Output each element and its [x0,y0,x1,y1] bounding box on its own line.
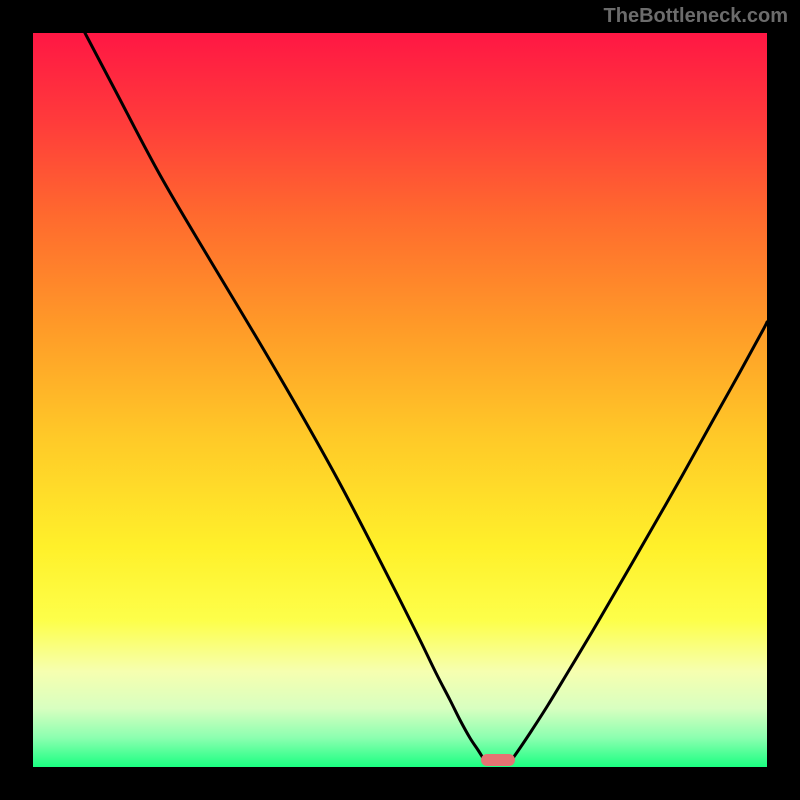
bottleneck-curve [33,33,767,767]
plot-area [33,33,767,767]
watermark-text: TheBottleneck.com [604,5,788,28]
chart-container: TheBottleneck.com [0,0,800,800]
curve-left-branch [85,33,483,758]
optimal-marker [481,754,515,766]
curve-right-branch [513,322,767,758]
